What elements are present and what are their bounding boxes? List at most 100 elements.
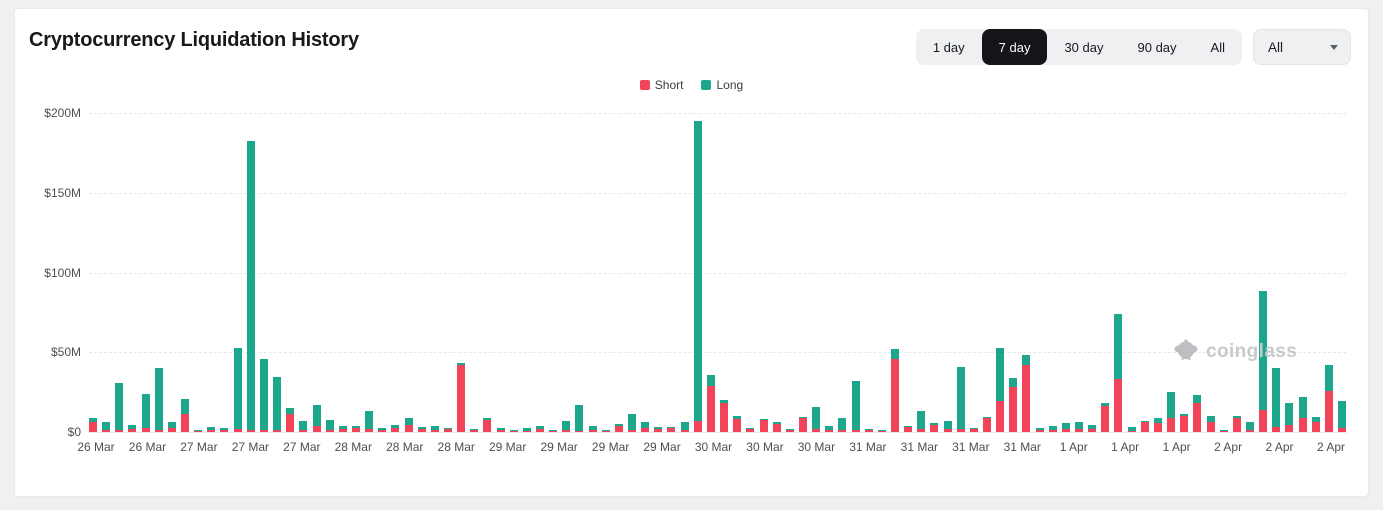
- long-segment: [1338, 400, 1346, 429]
- short-segment: [1324, 390, 1333, 432]
- short-segment: [1088, 428, 1097, 432]
- short-segment: [391, 428, 400, 432]
- long-segment: [128, 424, 137, 429]
- long-segment: [1193, 395, 1202, 403]
- x-tick-label: 27 Mar: [180, 440, 218, 454]
- long-segment: [233, 348, 242, 429]
- long-segment: [430, 425, 439, 430]
- short-segment: [1022, 365, 1031, 432]
- time-range-group: 1 day 7 day 30 day 90 day All: [915, 29, 1242, 65]
- short-segment: [733, 419, 742, 432]
- short-segment: [864, 430, 873, 432]
- x-tick-label: 30 Mar: [694, 440, 733, 454]
- short-segment: [378, 430, 387, 432]
- long-segment: [115, 382, 124, 430]
- long-segment: [365, 411, 374, 429]
- long-segment: [89, 417, 97, 423]
- short-segment: [325, 430, 334, 432]
- short-segment: [1048, 430, 1057, 432]
- long-segment: [983, 416, 992, 419]
- short-segment: [1311, 421, 1320, 432]
- long-segment: [273, 376, 282, 431]
- x-tick-label: 1 Apr: [1059, 440, 1088, 454]
- chart-legend: Short Long: [15, 78, 1368, 92]
- chart-plot: [89, 113, 1346, 433]
- liquidation-history-card: Cryptocurrency Liquidation History 1 day…: [14, 8, 1369, 497]
- short-segment: [628, 429, 637, 432]
- short-segment: [601, 431, 610, 432]
- long-segment: [457, 362, 466, 366]
- short-segment: [772, 424, 781, 432]
- short-segment: [1114, 379, 1123, 432]
- range-button-30-day[interactable]: 30 day: [1064, 39, 1104, 55]
- short-segment: [167, 428, 176, 432]
- long-segment: [877, 430, 886, 431]
- legend-item-long[interactable]: Long: [701, 78, 743, 92]
- long-segment: [904, 425, 913, 427]
- long-segment: [562, 420, 571, 431]
- range-button-90-day[interactable]: 90 day: [1137, 39, 1177, 55]
- x-tick-label: 29 Mar: [643, 440, 681, 454]
- symbol-dropdown[interactable]: All: [1253, 29, 1351, 65]
- long-segment: [1285, 402, 1294, 425]
- short-segment: [1298, 417, 1307, 432]
- x-tick-label: 31 Mar: [849, 440, 887, 454]
- long-segment: [378, 428, 387, 431]
- range-button-all[interactable]: All: [1210, 39, 1225, 55]
- short-segment: [1219, 431, 1228, 432]
- short-segment: [614, 426, 623, 432]
- short-segment: [1285, 424, 1294, 432]
- long-segment: [1075, 421, 1084, 429]
- y-tick-label: $100M: [44, 265, 81, 280]
- x-tick-label: 29 Mar: [540, 440, 578, 454]
- range-button-1-day[interactable]: 1 day: [932, 39, 965, 55]
- long-segment: [1114, 313, 1123, 380]
- x-tick-label: 31 Mar: [900, 440, 939, 454]
- symbol-dropdown-value: All: [1268, 39, 1284, 55]
- long-segment: [812, 407, 821, 429]
- long-segment: [1127, 427, 1136, 431]
- short-segment: [181, 414, 190, 432]
- long-segment: [1153, 418, 1162, 424]
- long-segment: [391, 424, 400, 429]
- long-segment: [351, 425, 360, 429]
- legend-item-short[interactable]: Short: [639, 78, 683, 92]
- long-segment: [575, 404, 584, 431]
- long-segment: [194, 430, 203, 431]
- x-tick-label: 29 Mar: [488, 440, 527, 454]
- short-segment: [759, 420, 768, 432]
- short-segment: [785, 430, 794, 432]
- long-segment: [220, 427, 229, 431]
- long-segment: [312, 404, 321, 427]
- short-segment: [154, 430, 163, 432]
- short-segment: [299, 430, 308, 432]
- short-segment: [641, 428, 650, 432]
- short-segment: [996, 400, 1005, 432]
- short-segment: [1153, 423, 1162, 432]
- gridline-150: [89, 192, 1346, 194]
- long-segment: [167, 422, 176, 429]
- y-tick-label: $150M: [44, 185, 81, 200]
- long-segment: [259, 359, 268, 431]
- short-segment: [89, 422, 97, 432]
- long-segment: [299, 420, 308, 431]
- short-segment: [509, 431, 518, 432]
- legend-label: Long: [716, 78, 744, 92]
- x-tick-label: 26 Mar: [77, 440, 115, 454]
- short-segment: [798, 418, 807, 432]
- gridline-50: [89, 352, 1346, 354]
- short-segment: [1193, 402, 1202, 432]
- short-segment: [1075, 428, 1084, 432]
- short-segment: [1232, 418, 1241, 432]
- short-segment: [457, 365, 466, 432]
- x-tick-label: 27 Mar: [283, 440, 321, 454]
- short-segment: [851, 430, 860, 432]
- x-tick-label: 30 Mar: [797, 440, 836, 454]
- short-segment: [720, 403, 729, 432]
- long-segment: [522, 427, 531, 431]
- long-segment: [1022, 354, 1031, 366]
- x-tick-label: 28 Mar: [334, 440, 372, 454]
- short-segment: [1206, 422, 1215, 432]
- range-button-7-day[interactable]: 7 day: [981, 29, 1048, 65]
- long-segment: [1272, 368, 1281, 428]
